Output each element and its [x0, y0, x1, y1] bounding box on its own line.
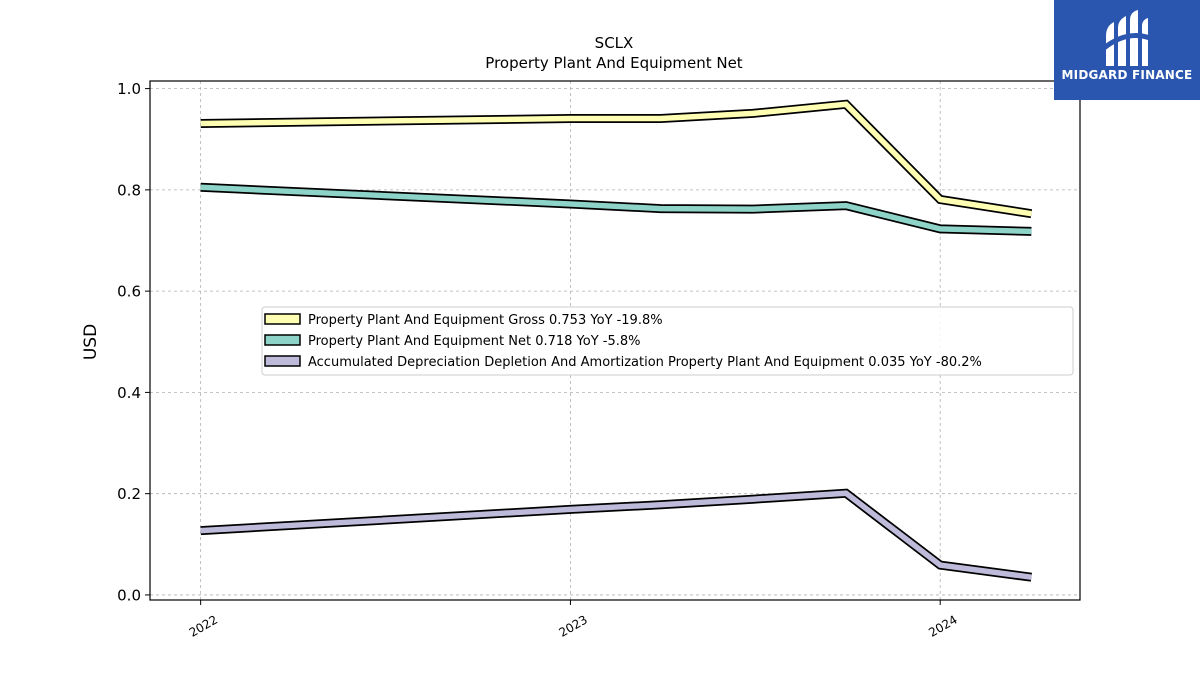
plot-frame [149, 80, 1081, 601]
chart-title: SCLX [595, 34, 634, 52]
y-axis-label: USD [81, 324, 101, 360]
y-tick-label: 0.0 [117, 586, 141, 604]
series-line [200, 101, 1032, 217]
brand-logo: MIDGARD FINANCE [1054, 0, 1200, 100]
y-tick-label: 0.2 [117, 485, 141, 503]
legend-swatch [264, 334, 301, 346]
x-tick-label: 2022 [187, 612, 220, 639]
y-tick-label: 0.4 [117, 384, 141, 402]
midgard-logo-icon [1102, 10, 1151, 66]
x-tick-label: 2024 [926, 612, 959, 639]
legend-label: Property Plant And Equipment Gross 0.753… [308, 313, 663, 328]
x-tick-label: 2023 [556, 612, 589, 639]
legend-box [261, 306, 1074, 376]
legend-label: Accumulated Depreciation Depletion And A… [308, 355, 982, 370]
chart-subtitle: Property Plant And Equipment Net [485, 54, 742, 72]
series-line [200, 184, 1032, 235]
legend-swatch [264, 313, 301, 325]
y-tick-label: 0.6 [117, 283, 141, 301]
series-line [200, 490, 1032, 580]
legend-swatch [264, 355, 301, 367]
y-tick-label: 0.8 [117, 181, 141, 199]
brand-name: MIDGARD FINANCE [1061, 68, 1193, 82]
y-tick-label: 1.0 [117, 80, 141, 98]
legend-label: Property Plant And Equipment Net 0.718 Y… [308, 334, 641, 349]
